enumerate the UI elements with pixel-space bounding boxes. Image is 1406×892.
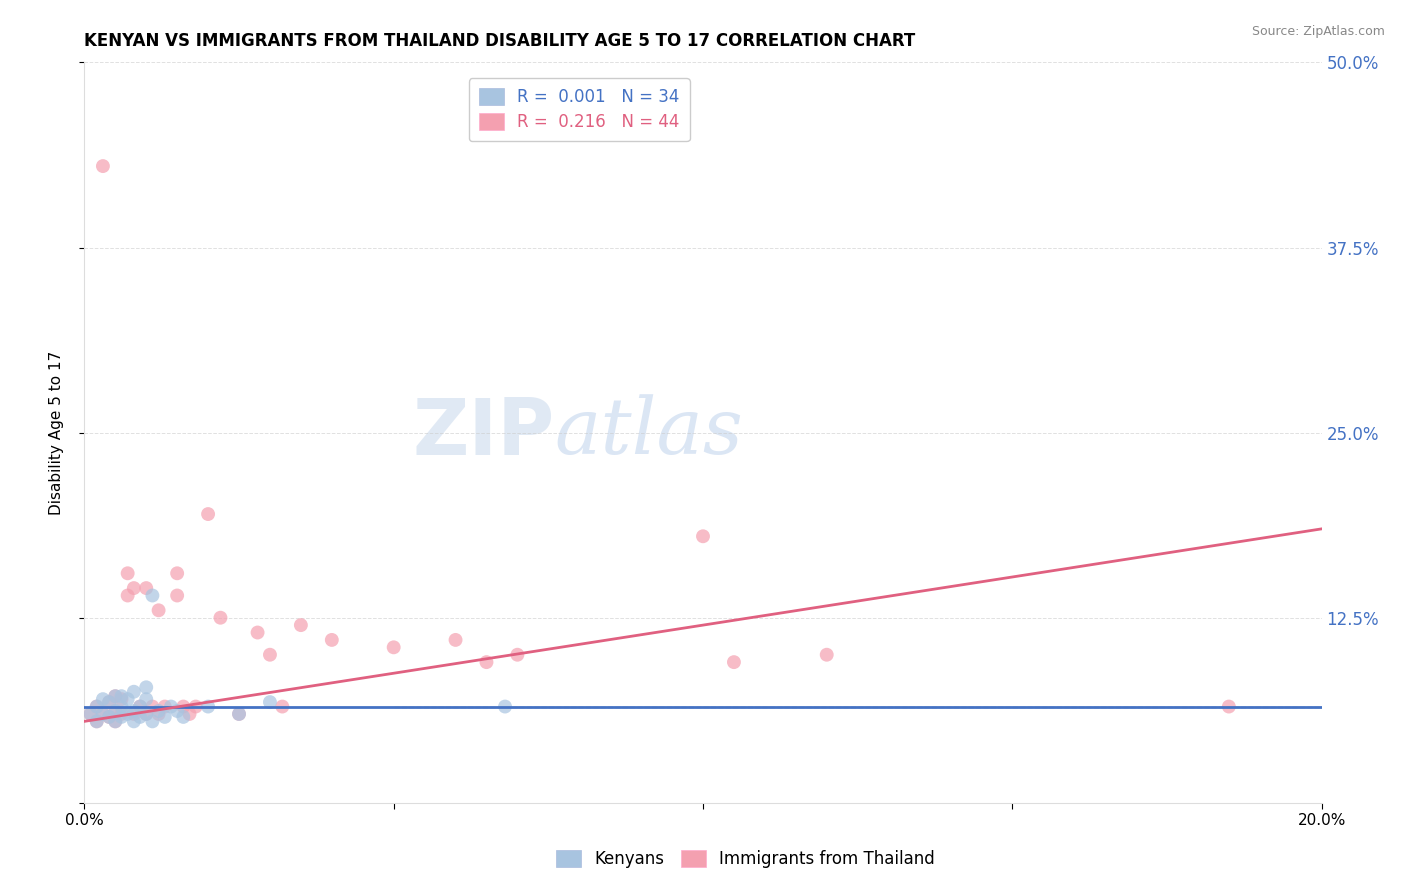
Point: [129, 699, 152, 714]
Point: [122, 704, 145, 718]
Point: [104, 704, 127, 718]
Point: [129, 710, 152, 724]
Point: [104, 714, 127, 729]
Point: [104, 704, 127, 718]
Point: [91, 692, 114, 706]
Point: [166, 566, 188, 581]
Point: [104, 689, 127, 703]
Point: [91, 159, 114, 173]
Point: [135, 692, 157, 706]
Point: [135, 681, 157, 695]
Point: [110, 689, 132, 703]
Point: [79, 706, 101, 721]
Point: [141, 699, 163, 714]
Text: ZIP: ZIP: [412, 394, 554, 471]
Point: [98, 695, 121, 709]
Point: [110, 710, 132, 724]
Point: [153, 699, 176, 714]
Point: [494, 699, 516, 714]
Point: [197, 507, 219, 521]
Point: [122, 581, 145, 595]
Point: [117, 566, 139, 581]
Point: [110, 692, 132, 706]
Point: [271, 699, 294, 714]
Point: [135, 706, 157, 721]
Point: [98, 710, 121, 724]
Point: [172, 710, 194, 724]
Point: [86, 714, 108, 729]
Legend: Kenyans, Immigrants from Thailand: Kenyans, Immigrants from Thailand: [548, 843, 942, 875]
Point: [153, 710, 176, 724]
Point: [172, 699, 194, 714]
Point: [166, 704, 188, 718]
Point: [117, 589, 139, 603]
Point: [141, 714, 163, 729]
Y-axis label: Disability Age 5 to 17: Disability Age 5 to 17: [49, 351, 63, 515]
Point: [166, 589, 188, 603]
Point: [122, 714, 145, 729]
Point: [160, 699, 183, 714]
Point: [110, 706, 132, 721]
Point: [259, 648, 281, 662]
Point: [723, 655, 745, 669]
Point: [184, 699, 207, 714]
Point: [91, 706, 114, 721]
Point: [209, 610, 232, 624]
Point: [259, 695, 281, 709]
Point: [444, 632, 467, 647]
Point: [148, 706, 170, 721]
Point: [475, 655, 498, 669]
Point: [117, 692, 139, 706]
Point: [246, 625, 269, 640]
Point: [228, 706, 250, 721]
Point: [321, 632, 343, 647]
Point: [117, 706, 139, 721]
Point: [91, 706, 114, 721]
Point: [135, 581, 157, 595]
Point: [382, 640, 405, 655]
Point: [122, 685, 145, 699]
Point: [290, 618, 312, 632]
Point: [86, 714, 108, 729]
Text: Source: ZipAtlas.com: Source: ZipAtlas.com: [1251, 25, 1385, 38]
Point: [692, 529, 714, 543]
Point: [129, 699, 152, 714]
Point: [148, 603, 170, 617]
Point: [1218, 699, 1240, 714]
Point: [104, 689, 127, 703]
Point: [148, 704, 170, 718]
Point: [86, 699, 108, 714]
Text: KENYAN VS IMMIGRANTS FROM THAILAND DISABILITY AGE 5 TO 17 CORRELATION CHART: KENYAN VS IMMIGRANTS FROM THAILAND DISAB…: [84, 32, 915, 50]
Legend: R =  0.001   N = 34, R =  0.216   N = 44: R = 0.001 N = 34, R = 0.216 N = 44: [470, 78, 689, 141]
Point: [122, 706, 145, 721]
Point: [197, 699, 219, 714]
Point: [228, 706, 250, 721]
Point: [135, 706, 157, 721]
Point: [110, 699, 132, 714]
Point: [98, 710, 121, 724]
Point: [815, 648, 838, 662]
Point: [104, 714, 127, 729]
Point: [506, 648, 529, 662]
Point: [86, 699, 108, 714]
Point: [179, 706, 201, 721]
Point: [79, 706, 101, 721]
Point: [141, 589, 163, 603]
Text: atlas: atlas: [554, 394, 744, 471]
Point: [98, 695, 121, 709]
